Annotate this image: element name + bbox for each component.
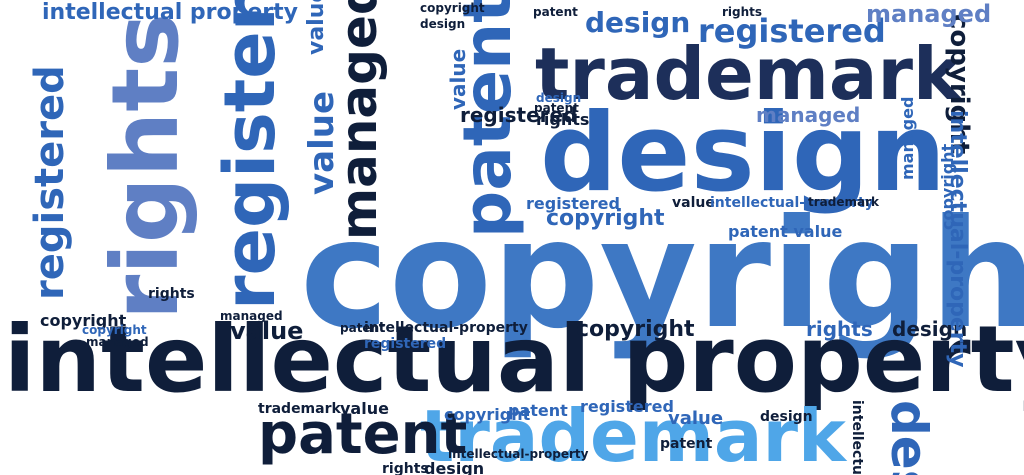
cloud-word: managed (866, 0, 992, 28)
cloud-word: intellectual-property (364, 320, 528, 336)
cloud-word: copyright (420, 1, 485, 15)
cloud-word: design (540, 91, 947, 216)
cloud-word: value (668, 408, 724, 429)
cloud-word: design (892, 317, 968, 341)
cloud-word: patent (258, 402, 468, 467)
cloud-word: copyright (300, 188, 1024, 362)
cloud-word: rights (722, 5, 763, 19)
cloud-word: value (446, 48, 470, 110)
cloud-word: copyright (40, 311, 127, 330)
cloud-word: patent (340, 321, 385, 335)
cloud-word: design (536, 91, 582, 105)
cloud-word: trademark (808, 195, 879, 209)
cloud-word: intellectual-property (448, 447, 589, 461)
cloud-word: copyright (576, 317, 695, 342)
cloud-word: rights (148, 286, 195, 302)
cloud-word: trademark (535, 32, 961, 116)
cloud-word: registered (698, 12, 886, 50)
cloud-word: registered (364, 336, 447, 352)
cloud-word: trademark (258, 401, 341, 417)
cloud-word: copyright (82, 323, 147, 337)
cloud-word: managed (756, 103, 861, 127)
cloud-word: design (880, 400, 938, 475)
cloud-word: intellectual property (4, 306, 1024, 413)
cloud-word: intellectual-property (710, 195, 874, 211)
cloud-word: rights (92, 13, 199, 320)
cloud-word: managed (898, 96, 917, 180)
cloud-word: value (340, 399, 389, 418)
cloud-word: rights (382, 461, 429, 475)
cloud-word: intellectual-property (849, 400, 865, 475)
cloud-word: patent (508, 401, 568, 420)
cloud-word: rights (806, 317, 873, 341)
cloud-word: copyright (546, 206, 665, 231)
cloud-word: registered (460, 103, 578, 127)
cloud-word: design (585, 6, 691, 39)
cloud-word: registered (580, 397, 674, 416)
cloud-word: patent value (728, 222, 843, 241)
cloud-word: design (760, 409, 813, 425)
cloud-word: patent (660, 436, 713, 452)
cloud-word: managed (220, 309, 283, 323)
cloud-word: registered (526, 194, 620, 213)
cloud-word: patent (533, 5, 578, 19)
cloud-word: trademark (420, 394, 846, 475)
cloud-word: intellectual property (42, 0, 298, 25)
cloud-word: patent (534, 101, 579, 115)
cloud-word: design (420, 17, 466, 31)
cloud-word: managed (86, 335, 149, 349)
cloud-word: copyright (938, 143, 957, 230)
cloud-word: copyright (444, 405, 531, 424)
cloud-word: registered (27, 65, 73, 300)
cloud-word: value (230, 317, 304, 345)
cloud-word: registered (209, 0, 291, 310)
cloud-word: rights (536, 110, 590, 129)
cloud-word: value (672, 195, 715, 211)
cloud-word: value (304, 0, 329, 55)
cloud-word: value (302, 90, 342, 195)
cloud-word: design (424, 459, 485, 475)
